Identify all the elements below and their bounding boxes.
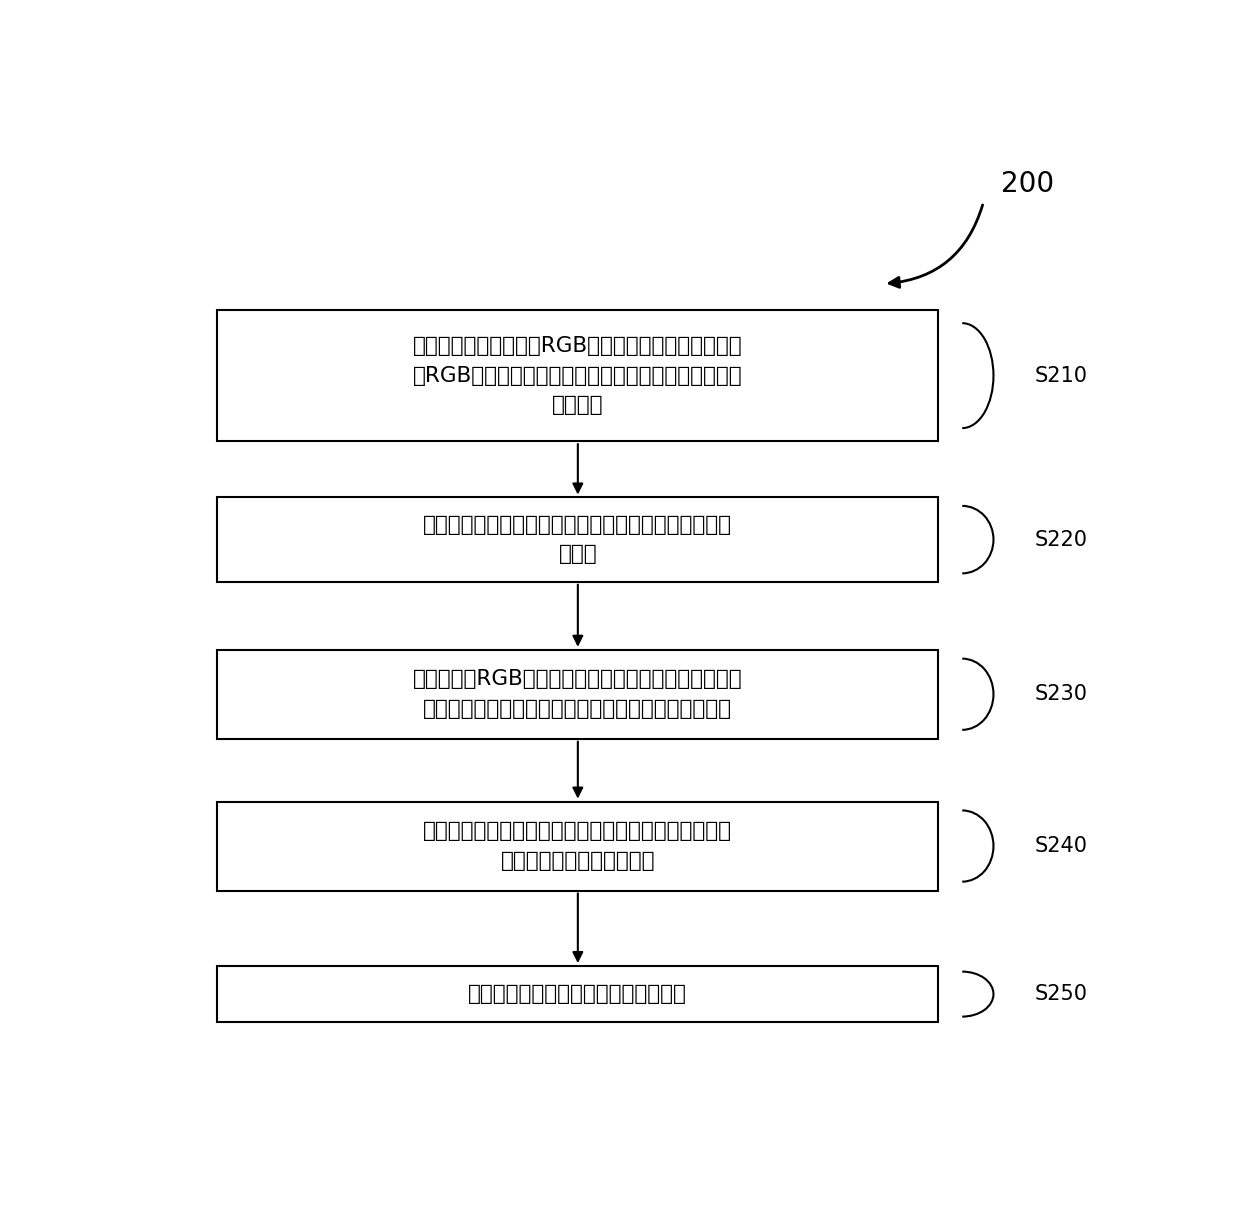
Bar xyxy=(217,802,939,891)
Text: S230: S230 xyxy=(1034,684,1087,705)
Text: 至少基于目标近红外图像以及目标对象信息获得与目标
人脸对应的近红外注册信息: 至少基于目标近红外图像以及目标对象信息获得与目标 人脸对应的近红外注册信息 xyxy=(423,821,733,871)
Text: S220: S220 xyxy=(1034,529,1087,550)
Text: 将近红外注册信息存储到近红外底库中: 将近红外注册信息存储到近红外底库中 xyxy=(469,985,687,1004)
Text: S240: S240 xyxy=(1034,836,1087,856)
Text: 200: 200 xyxy=(1001,169,1054,197)
Bar xyxy=(217,650,939,739)
Text: S210: S210 xyxy=(1034,365,1087,386)
Bar xyxy=(217,498,939,582)
FancyArrowPatch shape xyxy=(889,204,982,287)
Text: S250: S250 xyxy=(1034,985,1087,1004)
Bar xyxy=(217,966,939,1022)
Bar xyxy=(217,310,939,442)
Text: 自动获取近红外相机在RGB相机采集包含目标人脸的人
脸RGB图像的同时所自动采集的包含目标人脸的人脸近
红外图像: 自动获取近红外相机在RGB相机采集包含目标人脸的人 脸RGB图像的同时所自动采集… xyxy=(413,336,743,415)
Text: 获取与人脸RGB图像中的目标人脸相关的目标对象信息
，其中，目标对象信息为目标人脸所属对象的标识信息: 获取与人脸RGB图像中的目标人脸相关的目标对象信息 ，其中，目标对象信息为目标人… xyxy=(413,669,743,719)
Text: 至少基于人脸近红外图像获得包含目标人脸的目标近红
外图像: 至少基于人脸近红外图像获得包含目标人脸的目标近红 外图像 xyxy=(423,515,733,565)
